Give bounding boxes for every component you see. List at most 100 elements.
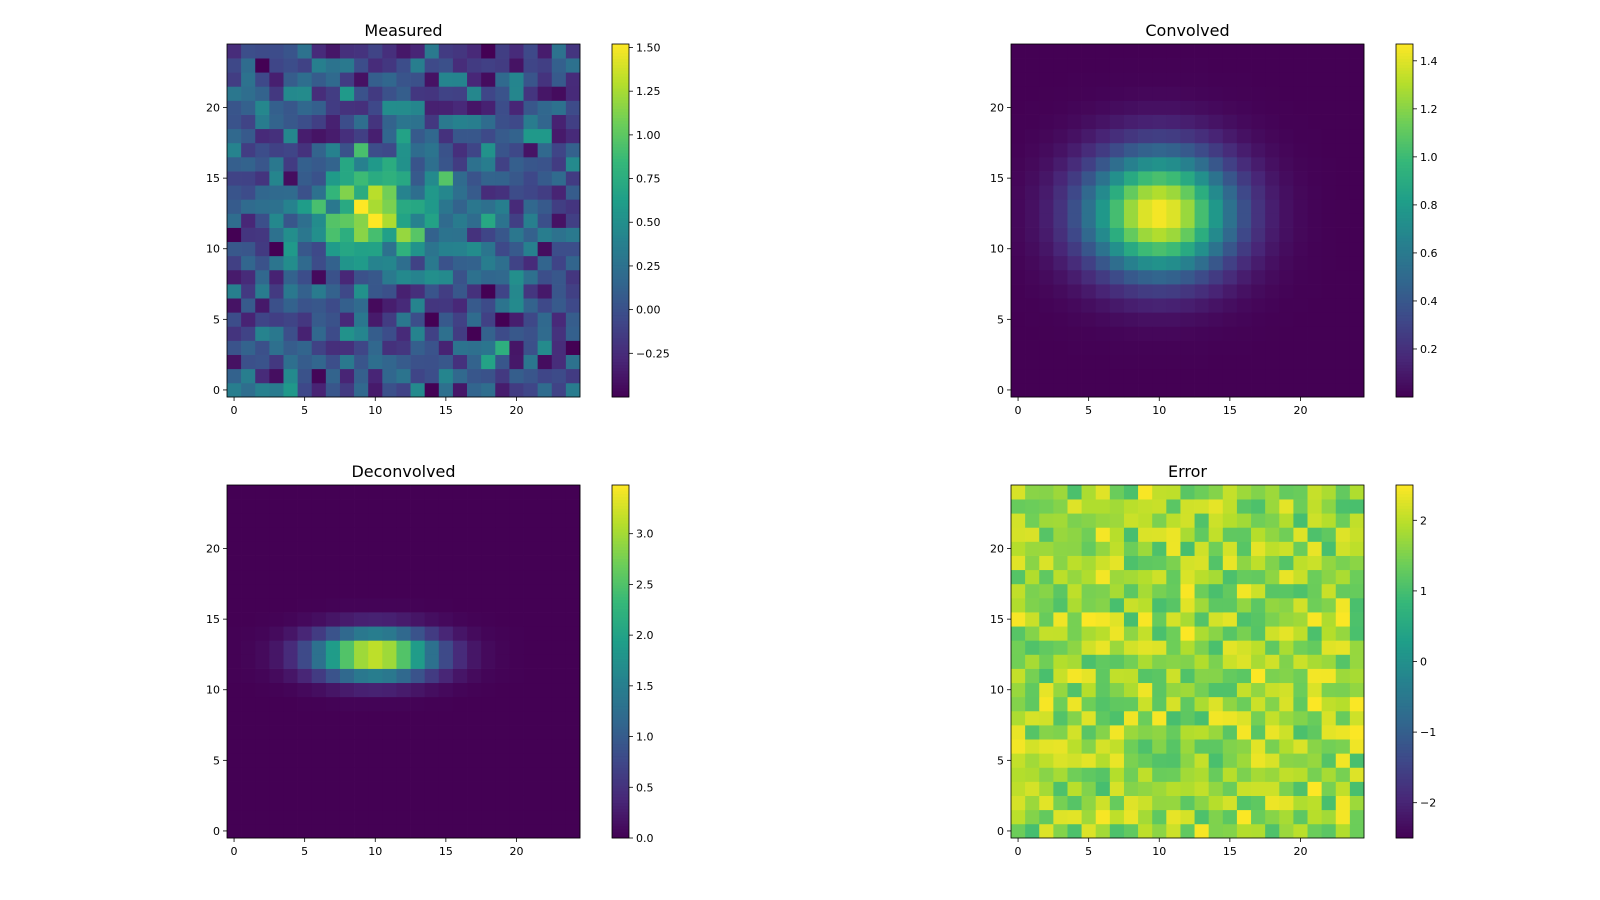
heatmap-cell: [438, 326, 454, 341]
heatmap-cell: [523, 156, 538, 172]
heatmap-cell: [1081, 626, 1097, 641]
heatmap-cell: [1251, 312, 1266, 327]
heatmap-cell: [1251, 612, 1266, 627]
heatmap-cell: [1293, 58, 1308, 73]
heatmap-cell: [1349, 583, 1365, 599]
heatmap-cell: [410, 213, 426, 228]
heatmap-cell: [1208, 555, 1224, 571]
heatmap-cell: [1251, 513, 1266, 528]
heatmap-cell: [1109, 513, 1125, 528]
heatmap-cell: [1208, 767, 1224, 782]
colorbar-segment: [1396, 735, 1413, 739]
heatmap-cell: [523, 555, 538, 571]
heatmap-cell: [297, 640, 313, 655]
heatmap-cell: [396, 368, 411, 384]
heatmap-cell: [410, 142, 426, 158]
heatmap-cell: [1208, 682, 1224, 698]
heatmap-cell: [565, 823, 581, 839]
heatmap-cell: [452, 485, 468, 500]
heatmap-cell: [1335, 823, 1351, 839]
colorbar-segment: [612, 682, 629, 686]
colorbar-segment: [612, 652, 629, 657]
heatmap-cell: [1335, 171, 1351, 186]
heatmap-cell: [354, 739, 369, 754]
colorbar-segment: [1396, 382, 1413, 386]
heatmap-cell: [1039, 199, 1054, 214]
heatmap-cell: [339, 241, 355, 257]
colorbar-segment: [1396, 711, 1413, 715]
colorbar-tick-label: 0.75: [636, 173, 661, 186]
heatmap-cell: [1265, 340, 1280, 355]
heatmap-cell: [410, 597, 426, 613]
colorbar-tick-label: 0: [1420, 656, 1427, 669]
heatmap-cell: [1095, 513, 1111, 528]
heatmap-cell: [1025, 382, 1040, 398]
heatmap-cell: [1265, 725, 1280, 740]
heatmap-cell: [227, 612, 242, 627]
heatmap-cell: [1194, 682, 1210, 698]
heatmap-cell: [1180, 626, 1195, 641]
heatmap-cell: [565, 382, 581, 398]
heatmap-cell: [1349, 654, 1365, 669]
heatmap-cell: [311, 597, 327, 613]
heatmap-cell: [1109, 823, 1125, 839]
heatmap-cell: [537, 382, 553, 398]
heatmap-cell: [1123, 128, 1139, 144]
colorbar-segment: [1396, 793, 1413, 798]
heatmap-cell: [1152, 58, 1167, 73]
heatmap-cell: [283, 199, 298, 214]
heatmap-cell: [537, 640, 553, 655]
heatmap-cell: [325, 114, 341, 130]
heatmap-cell: [382, 725, 397, 740]
heatmap-cell: [481, 382, 496, 398]
heatmap-cell: [241, 640, 256, 655]
colorbar-segment: [1396, 202, 1413, 207]
heatmap-cell: [283, 753, 298, 768]
colorbar-segment: [612, 294, 629, 298]
heatmap-cell: [509, 58, 524, 73]
heatmap-cell: [227, 682, 242, 698]
heatmap-cell: [255, 626, 270, 641]
heatmap-cell: [1307, 626, 1322, 641]
heatmap-cell: [1222, 284, 1238, 299]
heatmap-cell: [368, 527, 383, 542]
heatmap-cell: [1265, 583, 1280, 599]
heatmap-cell: [1067, 44, 1082, 59]
heatmap-cell: [1293, 555, 1308, 571]
axes-frame: [226, 43, 581, 398]
heatmap-cell: [1123, 199, 1139, 214]
heatmap-cell: [1265, 612, 1280, 627]
colorbar-segment: [1396, 205, 1413, 210]
heatmap-cell: [1067, 86, 1082, 101]
heatmap-cell: [368, 255, 383, 271]
heatmap-cell: [481, 100, 496, 115]
heatmap-cell: [467, 499, 482, 514]
heatmap-cell: [1307, 298, 1322, 313]
heatmap-cell: [1109, 739, 1125, 754]
colorbar-segment: [612, 255, 629, 260]
heatmap-cell: [537, 499, 553, 514]
heatmap-cell: [354, 44, 369, 59]
heatmap-cell: [1236, 241, 1252, 257]
colorbar-segment: [1396, 385, 1413, 389]
heatmap-cell: [297, 654, 313, 669]
heatmap-cell: [255, 682, 270, 698]
heatmap-cell: [1053, 284, 1068, 299]
heatmap-cell: [241, 583, 256, 599]
heatmap-cell: [1236, 227, 1252, 243]
heatmap-cell: [1265, 541, 1280, 556]
heatmap-cell: [1067, 100, 1082, 115]
heatmap-cell: [255, 823, 270, 839]
heatmap-cell: [410, 284, 426, 299]
heatmap-cell: [1236, 326, 1252, 341]
heatmap-cell: [396, 114, 411, 130]
heatmap-cell: [1208, 241, 1224, 257]
heatmap-cell: [1265, 142, 1280, 158]
heatmap-cell: [354, 213, 369, 228]
colorbar-tick-label: −0.25: [636, 347, 670, 360]
heatmap-cell: [1349, 725, 1365, 740]
heatmap-cell: [1293, 100, 1308, 115]
heatmap-cell: [1166, 499, 1181, 514]
heatmap-cell: [565, 513, 581, 528]
colorbar-tick-label: 1: [1420, 585, 1427, 598]
